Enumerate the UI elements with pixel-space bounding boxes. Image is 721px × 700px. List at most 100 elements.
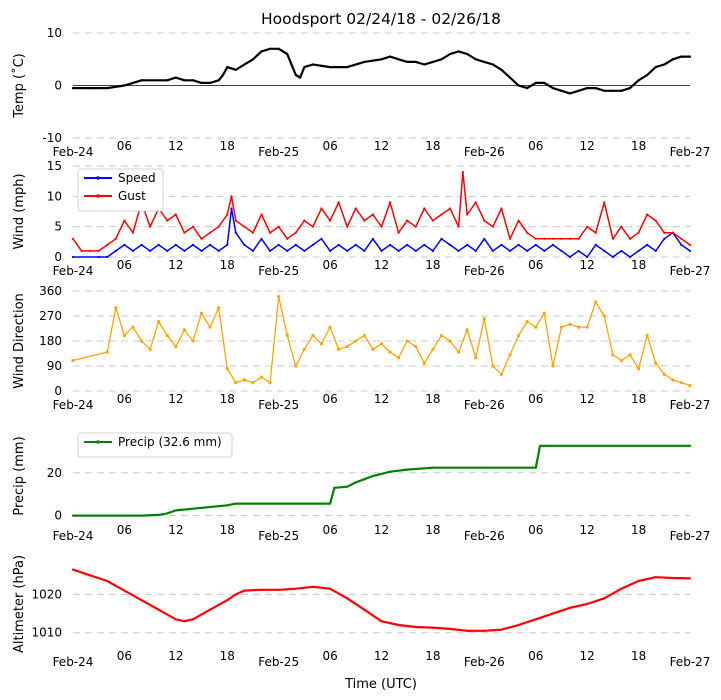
data-point [294, 243, 297, 246]
data-point [319, 342, 324, 346]
data-point [208, 325, 212, 329]
x-tick-label: Feb-27 [670, 529, 711, 543]
data-point [406, 60, 409, 63]
data-point [226, 243, 229, 246]
x-tick-label: Feb-24 [53, 529, 94, 543]
x-tick-label: 18 [220, 139, 235, 153]
data-point [140, 79, 143, 82]
data-point [302, 347, 306, 351]
data-point [354, 207, 357, 210]
data-point [328, 219, 332, 222]
data-point [106, 579, 109, 583]
data-point [662, 372, 666, 376]
data-point [543, 237, 546, 240]
data-point [131, 325, 135, 329]
data-point [534, 325, 538, 329]
x-tick-label: 06 [528, 649, 543, 663]
data-point [603, 597, 606, 600]
data-point [388, 350, 392, 354]
data-point [594, 243, 597, 246]
data-point [294, 587, 297, 590]
data-point [388, 243, 392, 246]
x-tick-label: 12 [168, 649, 183, 663]
data-point [328, 249, 332, 253]
data-point [491, 63, 495, 66]
data-point [637, 231, 640, 234]
data-point [414, 625, 417, 629]
data-point [71, 237, 75, 240]
data-point [260, 588, 263, 591]
data-point [688, 249, 692, 253]
data-point [620, 249, 623, 253]
data-point [491, 249, 495, 253]
data-point [654, 219, 657, 222]
data-point [654, 66, 657, 69]
data-point [123, 243, 126, 246]
x-tick-label: 12 [374, 392, 389, 406]
data-point [431, 347, 435, 351]
data-point [688, 243, 692, 246]
data-point [534, 618, 537, 621]
y-tick-label: 0 [54, 250, 62, 264]
y-tick-label: 0 [54, 384, 62, 398]
data-point [482, 317, 486, 321]
y-axis-label: Temp (˚C) [11, 53, 27, 119]
data-point [431, 626, 435, 629]
data-point [183, 231, 186, 234]
data-point [71, 87, 75, 90]
x-tick-label: 18 [425, 139, 440, 153]
data-point [586, 602, 589, 606]
x-tick-label: Feb-25 [258, 145, 299, 159]
data-point [645, 333, 649, 338]
x-tick-label: Feb-25 [258, 529, 299, 543]
data-point [671, 58, 674, 61]
data-point [603, 249, 606, 253]
x-tick-label: 18 [631, 392, 646, 406]
data-point [149, 249, 152, 253]
data-point [166, 249, 169, 253]
data-point [298, 76, 302, 79]
data-point [380, 225, 383, 228]
data-point [448, 339, 452, 343]
data-point [551, 243, 554, 246]
data-point [406, 243, 409, 246]
series-line-temp [73, 47, 690, 95]
data-point [371, 347, 375, 351]
data-point [234, 593, 237, 596]
data-point [560, 249, 563, 253]
data-point [157, 513, 160, 517]
data-point [517, 243, 520, 246]
x-tick-label: Feb-27 [670, 264, 711, 278]
y-tick-label: 90 [47, 359, 62, 373]
x-tick-label: 12 [580, 258, 595, 272]
data-point [131, 249, 135, 253]
data-point [328, 325, 332, 329]
data-point [71, 568, 75, 571]
data-point [500, 243, 503, 246]
data-point [200, 237, 203, 240]
data-point [71, 255, 75, 259]
data-point [466, 243, 469, 246]
data-point [594, 300, 598, 304]
data-point [457, 249, 460, 253]
data-point [388, 201, 392, 204]
x-tick-label: Feb-25 [258, 264, 299, 278]
x-tick-label: 12 [168, 258, 183, 272]
data-point [259, 375, 264, 379]
x-tick-label: 06 [322, 258, 337, 272]
data-point [328, 587, 332, 590]
y-axis-label: Wind Direction [12, 293, 27, 389]
data-point [294, 231, 297, 234]
x-tick-label: 12 [168, 523, 183, 537]
data-point [260, 50, 263, 53]
data-point [457, 50, 460, 53]
data-point [174, 213, 177, 216]
data-point [123, 84, 126, 87]
data-point [508, 76, 512, 79]
data-point [174, 76, 177, 79]
data-point [568, 322, 572, 326]
x-tick-label: 18 [220, 523, 235, 537]
data-point [397, 231, 400, 234]
data-point [226, 213, 229, 216]
y-tick-label: 360 [39, 284, 62, 298]
